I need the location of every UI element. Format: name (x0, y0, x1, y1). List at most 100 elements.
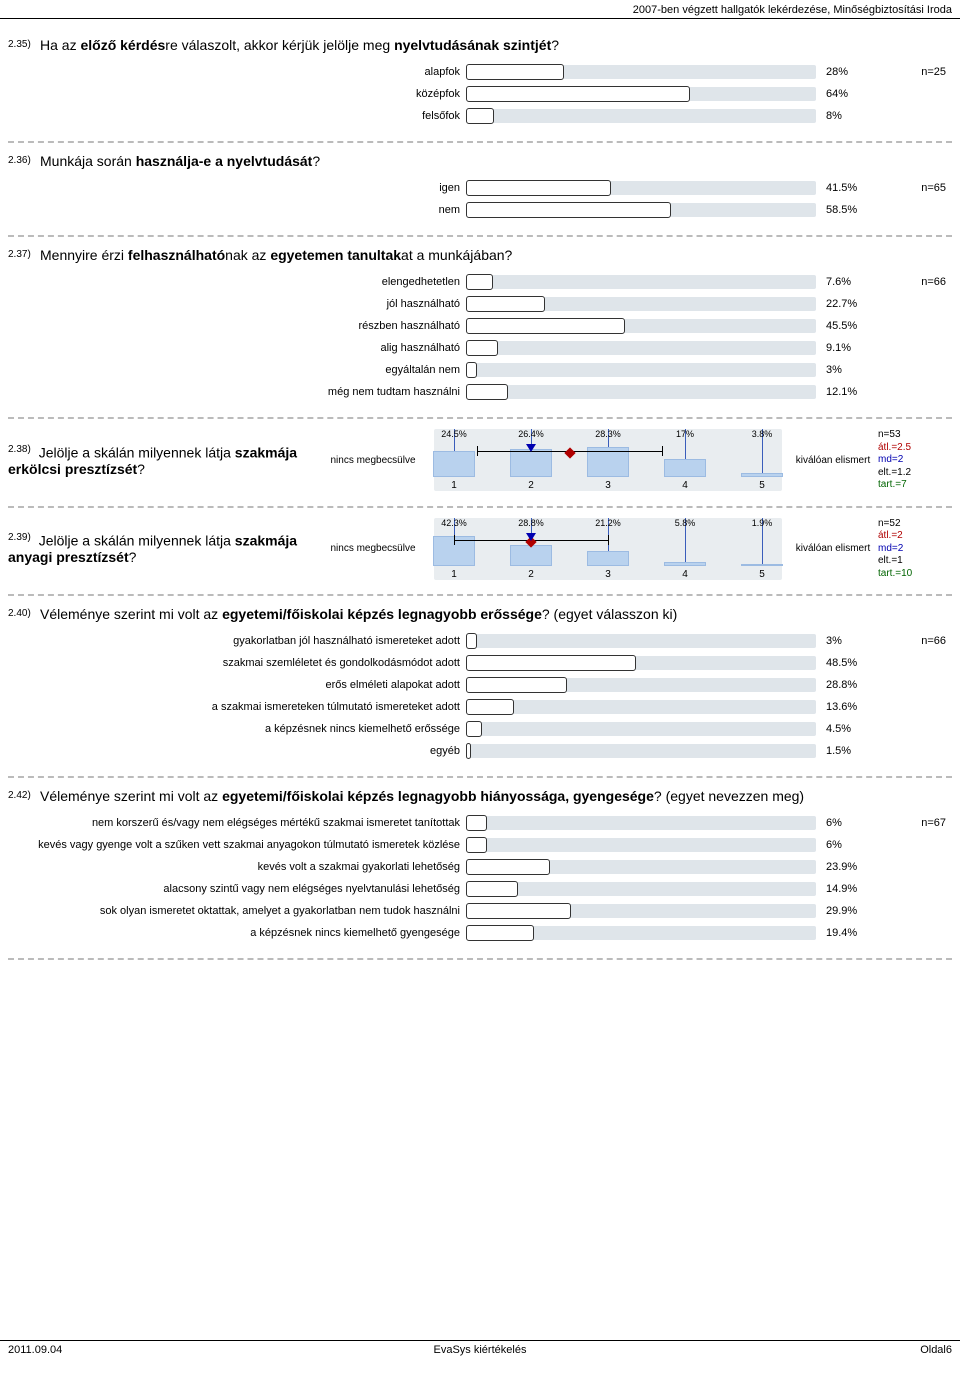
divider (8, 141, 952, 143)
pct-label: 21.2% (595, 518, 621, 528)
divider (8, 235, 952, 237)
tick-label: 3 (605, 569, 611, 580)
pct-label: 5.8% (675, 518, 696, 528)
bar-fill (466, 881, 518, 897)
bar-row: a képzésnek nincs kiemelhető erőssége4.5… (8, 718, 952, 740)
bar-track (466, 882, 816, 896)
bar-label: egyéb (8, 745, 466, 757)
bar-rows: gyakorlatban jól használható ismereteket… (8, 630, 952, 762)
bar-row: a képzésnek nincs kiemelhető gyengesége1… (8, 922, 952, 944)
question-2-39: 2.39) Jelölje a skálán milyennek látja s… (8, 518, 952, 581)
bar-label: jól használható (8, 298, 466, 310)
bar-label: elengedhetetlen (8, 276, 466, 288)
bar-fill (466, 859, 550, 875)
bar-label: egyáltalán nem (8, 364, 466, 376)
bar-row: kevés vagy gyenge volt a szűken vett sza… (8, 834, 952, 856)
divider (8, 506, 952, 508)
bar-track (466, 700, 816, 714)
bar-fill (466, 655, 636, 671)
question-number: 2.40) (8, 606, 36, 622)
bar-fill (466, 362, 477, 378)
footer-date: 2011.09.04 (8, 1344, 323, 1356)
tick-label: 2 (528, 569, 534, 580)
bar-fill (466, 743, 471, 759)
bar-label: alig használható (8, 342, 466, 354)
bar-n: n=25 (876, 66, 946, 78)
bar-label: alacsony szintű vagy nem elégséges nyelv… (8, 883, 466, 895)
bar-percent: 12.1% (816, 386, 876, 398)
bar-label: sok olyan ismeretet oktattak, amelyet a … (8, 905, 466, 917)
bar-n: n=66 (876, 276, 946, 288)
bar-percent: 23.9% (816, 861, 876, 873)
bar-track (466, 744, 816, 758)
question-number: 2.36) (8, 153, 36, 169)
footer-page: Oldal6 (637, 1344, 952, 1356)
bar-label: kevés volt a szakmai gyakorlati lehetősé… (8, 861, 466, 873)
bar-label: részben használható (8, 320, 466, 332)
bar-fill (466, 699, 514, 715)
question-text: 2.38) Jelölje a skálán milyennek látja s… (8, 444, 318, 477)
bar-row: erős elméleti alapokat adott 28.8% (8, 674, 952, 696)
likert-stats: n=53 átl.=2.5 md=2 elt.=1.2 tart.=7 (878, 429, 958, 492)
bar-row: a szakmai ismereteken túlmutató ismerete… (8, 696, 952, 718)
bar-label: nem (8, 204, 466, 216)
bar-percent: 28.8% (816, 679, 876, 691)
median-marker (526, 444, 536, 452)
bar-fill (466, 64, 564, 80)
bar-rows: nem korszerű és/vagy nem elégséges mérté… (8, 812, 952, 944)
bar-percent: 48.5% (816, 657, 876, 669)
scale-right-label: kiválóan elismert (788, 543, 878, 554)
question-text: Véleménye szerint mi volt az egyetemi/fő… (40, 606, 952, 622)
bar-row: nem58.5% (8, 199, 952, 221)
bar-fill (466, 677, 567, 693)
page-body: 2.35) Ha az előző kérdésre válaszolt, ak… (0, 19, 960, 960)
bar-row: nem korszerű és/vagy nem elégséges mérté… (8, 812, 952, 834)
likert-bar (433, 451, 475, 477)
bar-row: alig használható9.1% (8, 337, 952, 359)
bar-track (466, 275, 816, 289)
bar-fill (466, 296, 545, 312)
bar-row: gyakorlatban jól használható ismereteket… (8, 630, 952, 652)
bar-label: középfok (8, 88, 466, 100)
question-2-35: 2.35) Ha az előző kérdésre válaszolt, ak… (8, 37, 952, 127)
bar-percent: 64% (816, 88, 876, 100)
bar-fill (466, 340, 498, 356)
bar-row: sok olyan ismeretet oktattak, amelyet a … (8, 900, 952, 922)
bar-fill (466, 180, 611, 196)
bar-track (466, 656, 816, 670)
bar-fill (466, 815, 487, 831)
likert-bar (664, 562, 706, 566)
bar-fill (466, 86, 690, 102)
bar-track (466, 341, 816, 355)
question-2-42: 2.42) Véleménye szerint mi volt az egyet… (8, 788, 952, 944)
footer-center: EvaSys kiértékelés (323, 1344, 638, 1356)
bar-percent: 6% (816, 839, 876, 851)
bar-label: szakmai szemléletet és gondolkodásmódot … (8, 657, 466, 669)
bar-track (466, 722, 816, 736)
bar-label: alapfok (8, 66, 466, 78)
bar-rows: igen41.5%n=65nem58.5% (8, 177, 952, 221)
bar-row: középfok 64% (8, 83, 952, 105)
bar-label: nem korszerű és/vagy nem elégséges mérté… (8, 817, 466, 829)
pct-label: 24.5% (441, 429, 467, 439)
bar-percent: 6% (816, 817, 876, 829)
bar-fill (466, 837, 487, 853)
divider (8, 958, 952, 960)
bar-row: még nem tudtam használni12.1% (8, 381, 952, 403)
pct-label: 3.8% (752, 429, 773, 439)
bar-row: részben használható45.5% (8, 315, 952, 337)
tick-label: 5 (759, 480, 765, 491)
bar-track (466, 109, 816, 123)
bar-label: felsőfok (8, 110, 466, 122)
bar-label: erős elméleti alapokat adott (8, 679, 466, 691)
bar-track (466, 860, 816, 874)
tick-label: 4 (682, 569, 688, 580)
divider (8, 417, 952, 419)
bar-track (466, 319, 816, 333)
likert-bar (741, 564, 783, 566)
bar-label: a képzésnek nincs kiemelhető erőssége (8, 723, 466, 735)
bar-track (466, 926, 816, 940)
scale-right-label: kiválóan elismert (788, 455, 878, 466)
bar-fill (466, 925, 534, 941)
divider (8, 776, 952, 778)
